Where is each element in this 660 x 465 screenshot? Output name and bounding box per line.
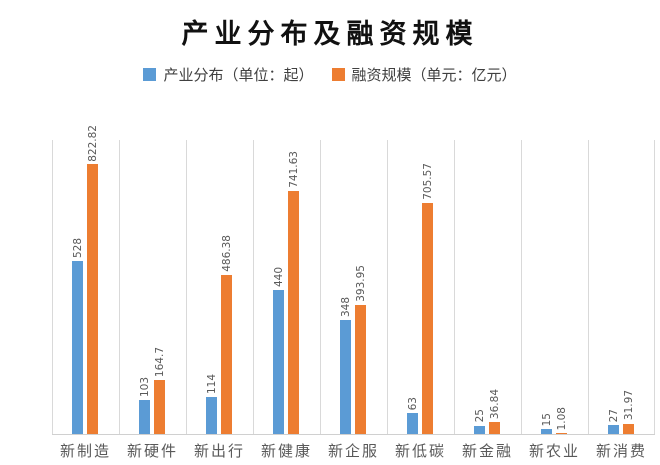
value-label: 1.08 [555,406,568,430]
gridline [588,140,589,434]
value-label: 103 [138,377,151,398]
bar-series1-cat1 [154,380,165,434]
value-label: 705.57 [421,162,434,200]
value-label: 63 [406,396,419,411]
gridline [654,140,655,434]
category-label-1: 新硬件 [126,443,178,460]
bar-series1-cat7 [556,433,567,434]
category-label-2: 新出行 [193,443,245,460]
value-label: 528 [71,237,84,258]
value-label: 393.95 [354,265,367,302]
gridline [52,140,53,434]
chart-title: 产业分布及融资规模 [181,19,479,49]
category-axis: 新制造 新硬件 新出行 新健康 新企服 新低碳 新金融 新农业 新消费 [52,440,655,462]
legend-item-funding-scale: 融资规模（单元：亿元） [331,64,517,85]
value-label: 31.97 [622,390,635,421]
bar-series0-cat7 [541,429,552,434]
bar-series0-cat4 [340,319,351,434]
value-label: 440 [272,266,285,287]
bar-series0-cat0 [72,260,83,434]
bar-series1-cat3 [288,190,299,434]
category-label-0: 新制造 [59,443,111,460]
value-label: 486.38 [220,234,233,272]
value-label: 348 [339,296,352,317]
gridline [119,140,120,434]
category-label-3: 新健康 [260,443,312,460]
value-label: 114 [205,373,218,394]
category-label-4: 新企服 [327,443,379,460]
gridline [454,140,455,434]
bar-series0-cat3 [273,289,284,434]
bar-series1-cat6 [489,421,500,434]
category-label-8: 新消费 [595,443,647,460]
legend: 产业分布（单位：起） 融资规模（单元：亿元） [0,64,660,85]
legend-label-industry-distribution: 产业分布（单位：起） [163,67,314,84]
gridline [320,140,321,434]
value-label: 15 [540,412,553,427]
bar-series1-cat4 [355,304,366,434]
category-label-7: 新农业 [528,443,580,460]
bar-series0-cat8 [608,425,619,434]
bar-series1-cat8 [623,423,634,434]
legend-swatch-orange-icon [331,68,345,81]
category-label-6: 新金融 [461,443,513,460]
bar-series1-cat0 [87,164,98,434]
gridline [253,140,254,434]
value-label: 25 [473,409,486,423]
bar-series0-cat1 [139,400,150,434]
bar-series0-cat6 [474,425,485,434]
gridline [186,140,187,434]
value-label: 36.84 [488,388,501,419]
legend-label-funding-scale: 融资规模（单元：亿元） [351,67,517,84]
bar-series1-cat5 [422,202,433,434]
value-label: 27 [607,408,620,423]
legend-item-industry-distribution: 产业分布（单位：起） [143,64,314,85]
gridline [521,140,522,434]
legend-swatch-blue-icon [143,68,157,81]
plot-area: 528 103 114 440 348 63 25 15 27 822.82 164.7 486.38… [52,125,655,435]
value-label: 164.7 [153,346,166,378]
bar-series0-cat5 [407,413,418,434]
bar-series1-cat2 [221,274,232,434]
bar-series0-cat2 [206,396,217,434]
category-label-5: 新低碳 [394,443,446,460]
value-label: 741.63 [287,151,300,188]
value-label: 822.82 [86,124,99,162]
gridline [387,140,388,434]
